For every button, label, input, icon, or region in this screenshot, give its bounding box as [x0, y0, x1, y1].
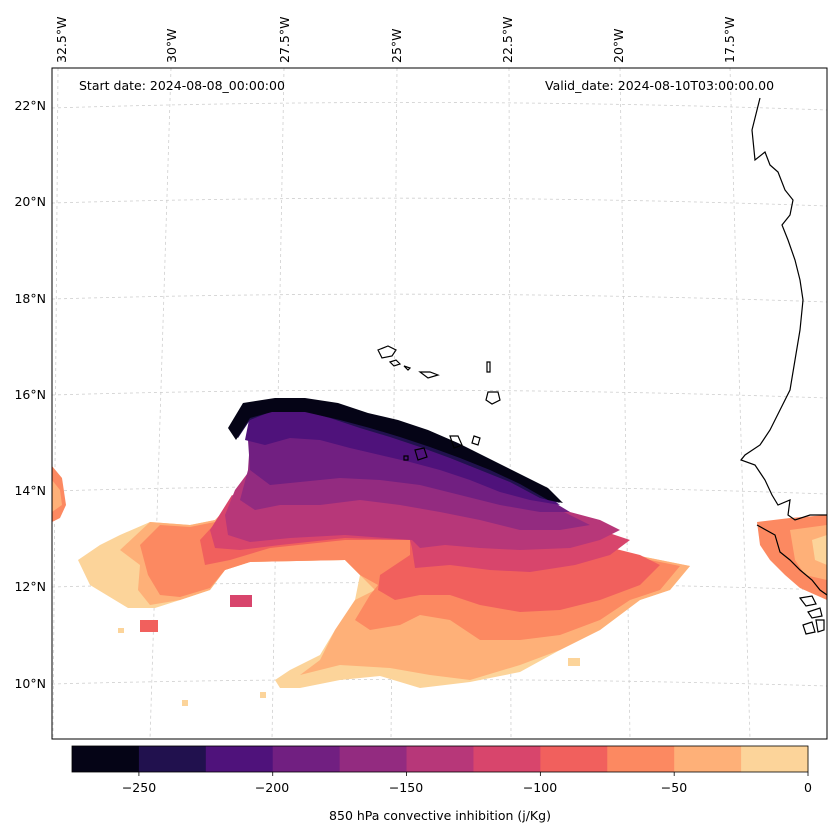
cin-contours — [52, 398, 827, 706]
valid-date-label: Valid_date: 2024-08-10T03:00:00.00 — [545, 78, 775, 93]
lon-tick-20w: 20°W — [611, 28, 626, 63]
contour-patch-east-core — [812, 535, 827, 565]
colorbar-segment — [72, 746, 140, 772]
contour-patch — [182, 700, 188, 706]
colorbar-segment — [406, 746, 474, 772]
contour-band-225 — [245, 402, 560, 505]
lat-tick-10n: 10°N — [14, 676, 46, 691]
colorbar-frame — [71, 745, 809, 773]
colorbar — [72, 746, 809, 772]
lon-tick-32.5w: 32.5°W — [54, 16, 69, 63]
colorbar-tick-label: −100 — [522, 780, 558, 795]
colorbar-tick-label: 0 — [804, 780, 812, 795]
colorbar-tick-label: −150 — [388, 780, 424, 795]
coastlines — [377, 97, 828, 635]
lat-tick-14n: 14°N — [14, 483, 46, 498]
colorbar-tick-label: −250 — [121, 780, 157, 795]
colorbar-segment — [205, 746, 274, 772]
africa-coastline — [740, 97, 827, 521]
contour-band-275 — [228, 398, 563, 503]
lat-tick-22n: 22°N — [14, 98, 46, 113]
lon-tick-25w: 25°W — [389, 28, 404, 63]
bijagos-islands — [798, 595, 825, 635]
colorbar-segment — [473, 746, 541, 772]
contour-patch — [230, 595, 252, 607]
lon-tick-30w: 30°W — [164, 28, 179, 63]
colorbar-tick-label: −200 — [254, 780, 290, 795]
lat-tick-20n: 20°N — [14, 194, 46, 209]
colorbar-segment — [272, 746, 341, 772]
contour-patch — [140, 620, 158, 632]
lon-tick-27.5w: 27.5°W — [277, 16, 292, 63]
map-frame — [51, 67, 828, 740]
colorbar-segment — [607, 746, 675, 772]
lon-tick-22.5w: 22.5°W — [500, 16, 515, 63]
colorbar-segment — [138, 746, 207, 772]
contour-patch — [260, 692, 266, 698]
lat-tick-16n: 16°N — [14, 387, 46, 402]
colorbar-segment — [741, 746, 809, 772]
contour-patch-west-inner — [52, 480, 62, 512]
colorbar-segment — [674, 746, 742, 772]
lon-tick-17.5w: 17.5°W — [722, 16, 737, 63]
colorbar-ticks — [138, 772, 809, 776]
contour-patch — [118, 628, 124, 633]
colorbar-segment — [540, 746, 608, 772]
colorbar-title: 850 hPa convective inhibition (j/Kg) — [329, 808, 551, 823]
contour-patch — [568, 658, 580, 666]
lat-tick-18n: 18°N — [14, 291, 46, 306]
cape-verde-islands — [377, 345, 501, 461]
colorbar-segment — [339, 746, 408, 772]
start-date-label: Start date: 2024-08-08_00:00:00 — [79, 78, 285, 93]
colorbar-tick-label: −50 — [660, 780, 688, 795]
lat-tick-12n: 12°N — [14, 579, 46, 594]
